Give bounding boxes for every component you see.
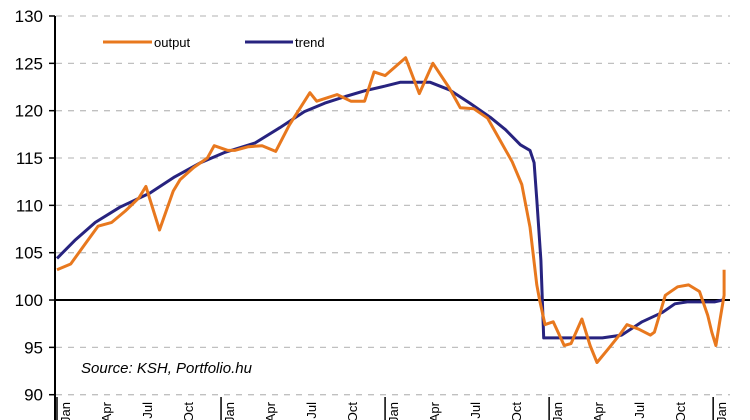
x-tick-label: Apr	[263, 401, 278, 420]
gridlines	[56, 15, 730, 396]
x-tick-label: Jan	[550, 402, 565, 420]
x-tick-label: Oct	[509, 402, 524, 420]
x-tick-label: Oct	[673, 402, 688, 420]
y-tick-label: 95	[24, 338, 43, 357]
x-tick-label: Jul	[304, 402, 319, 419]
y-tick-label: 100	[15, 291, 43, 310]
x-tick-label: Jan	[714, 402, 729, 420]
x-tick-label: Jul	[468, 402, 483, 419]
legend-output-label: output	[154, 35, 191, 50]
x-tick-label: Jan	[58, 402, 73, 420]
x-tick-label: Oct	[181, 402, 196, 420]
x-tick-label: Jul	[632, 402, 647, 419]
x-tick-label: Jan	[386, 402, 401, 420]
y-tick-label: 115	[16, 149, 43, 168]
x-tick-label: Jan	[222, 402, 237, 420]
y-tick-label: 105	[15, 244, 43, 263]
x-tick-label: Apr	[591, 401, 606, 420]
output-series-line	[56, 56, 726, 364]
x-tick-label: Jul	[140, 402, 155, 419]
source-annotation: Source: KSH, Portfolio.hu	[81, 360, 253, 377]
legend: output trend	[103, 35, 325, 50]
y-axis-tick-labels: 90 95 100 105 110 115 120 125 130	[15, 7, 55, 405]
y-tick-label: 125	[15, 54, 43, 73]
x-tick-label: Apr	[99, 401, 114, 420]
legend-trend-label: trend	[295, 35, 325, 50]
x-tick-label: Oct	[345, 402, 360, 420]
y-tick-label: 110	[16, 196, 43, 215]
y-tick-label: 130	[15, 7, 43, 26]
y-tick-label: 120	[15, 102, 43, 121]
y-tick-label: 90	[24, 386, 43, 405]
x-axis: Jan Apr Jul Oct Jan Apr Jul Oct Jan Apr Jul Oct Jan A…	[56, 397, 729, 420]
x-tick-label: Apr	[427, 401, 442, 420]
